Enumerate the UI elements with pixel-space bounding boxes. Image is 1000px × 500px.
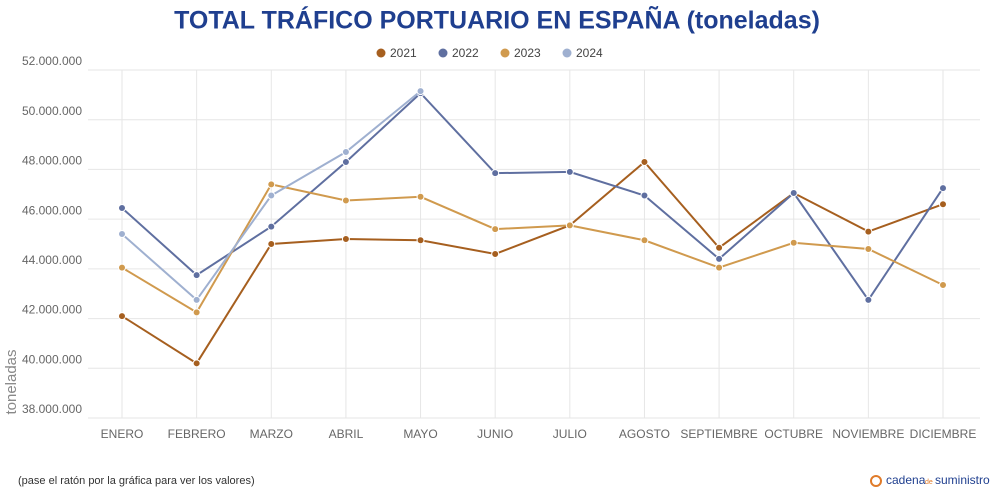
- y-tick-label: 52.000.000: [22, 54, 82, 68]
- point: [416, 236, 425, 245]
- point: [640, 236, 649, 245]
- y-tick-label: 48.000.000: [22, 154, 82, 168]
- point: [267, 180, 276, 189]
- point: [789, 238, 798, 247]
- y-tick-label: 44.000.000: [22, 253, 82, 267]
- point: [715, 263, 724, 272]
- point: [491, 249, 500, 258]
- x-tick-label: FEBRERO: [168, 427, 226, 441]
- logo-text: cadena: [886, 473, 926, 487]
- logo: cadena de suministro: [870, 473, 990, 487]
- line: [121, 160, 944, 365]
- point: [341, 148, 350, 157]
- point: [416, 192, 425, 201]
- x-tick-label: NOVIEMBRE: [832, 427, 904, 441]
- legend-label: 2024: [576, 46, 603, 60]
- logo-icon: [870, 475, 882, 487]
- point: [192, 295, 201, 304]
- x-tick-label: OCTUBRE: [764, 427, 823, 441]
- point: [491, 225, 500, 234]
- y-tick-label: 46.000.000: [22, 203, 82, 217]
- x-tick-label: JUNIO: [477, 427, 513, 441]
- point: [267, 240, 276, 248]
- x-tick-label: JULIO: [553, 427, 587, 441]
- point: [118, 230, 126, 239]
- series: [118, 157, 947, 368]
- y-tick-label: 42.000.000: [22, 303, 82, 317]
- legend-label: 2021: [390, 46, 417, 60]
- point: [118, 312, 126, 321]
- x-tick-label: DICIEMBRE: [910, 427, 977, 441]
- x-tick-label: AGOSTO: [619, 427, 670, 441]
- y-tick-label: 50.000.000: [22, 104, 82, 118]
- point: [939, 200, 947, 209]
- logo-text: suministro: [935, 473, 990, 487]
- legend-label: 2022: [452, 46, 479, 60]
- series: [118, 87, 425, 304]
- note: (pase el ratón por la gráfica para ver l…: [18, 475, 255, 487]
- y-tick-label: 40.000.000: [22, 352, 82, 366]
- point: [715, 254, 724, 263]
- point: [192, 271, 201, 280]
- legend-marker: [562, 48, 572, 58]
- y-tick-label: 38.000.000: [22, 402, 82, 416]
- point: [118, 203, 126, 212]
- point: [267, 222, 276, 231]
- point: [565, 221, 574, 230]
- point: [640, 157, 649, 166]
- x-tick-label: ENERO: [101, 427, 144, 441]
- legend-marker: [376, 48, 386, 58]
- point: [864, 227, 873, 236]
- point: [715, 243, 724, 252]
- line: [121, 183, 944, 314]
- point: [267, 191, 276, 200]
- legend-marker: [500, 48, 510, 58]
- x-tick-label: MAYO: [403, 427, 437, 441]
- legend-label: 2023: [514, 46, 541, 60]
- point: [416, 87, 425, 96]
- point: [864, 244, 873, 253]
- x-tick-label: MARZO: [250, 427, 293, 441]
- point: [192, 308, 201, 317]
- point: [864, 295, 873, 304]
- point: [341, 157, 350, 166]
- chart-title: TOTAL TRÁFICO PORTUARIO EN ESPAÑA (tonel…: [174, 5, 820, 35]
- series: [118, 89, 947, 304]
- point: [939, 184, 947, 193]
- point: [491, 169, 500, 178]
- point: [565, 167, 574, 176]
- x-tick-label: ABRIL: [329, 427, 364, 441]
- series: [118, 180, 947, 317]
- point: [341, 196, 350, 205]
- x-tick-label: SEPTIEMBRE: [680, 427, 757, 441]
- point: [192, 359, 201, 368]
- point: [640, 191, 649, 200]
- point: [789, 189, 798, 198]
- point: [118, 263, 126, 272]
- point: [939, 281, 947, 290]
- point: [341, 235, 350, 244]
- logo-text: de: [925, 479, 933, 486]
- y-axis-label: toneladas: [3, 349, 20, 414]
- legend-marker: [438, 48, 448, 58]
- line: [121, 91, 944, 302]
